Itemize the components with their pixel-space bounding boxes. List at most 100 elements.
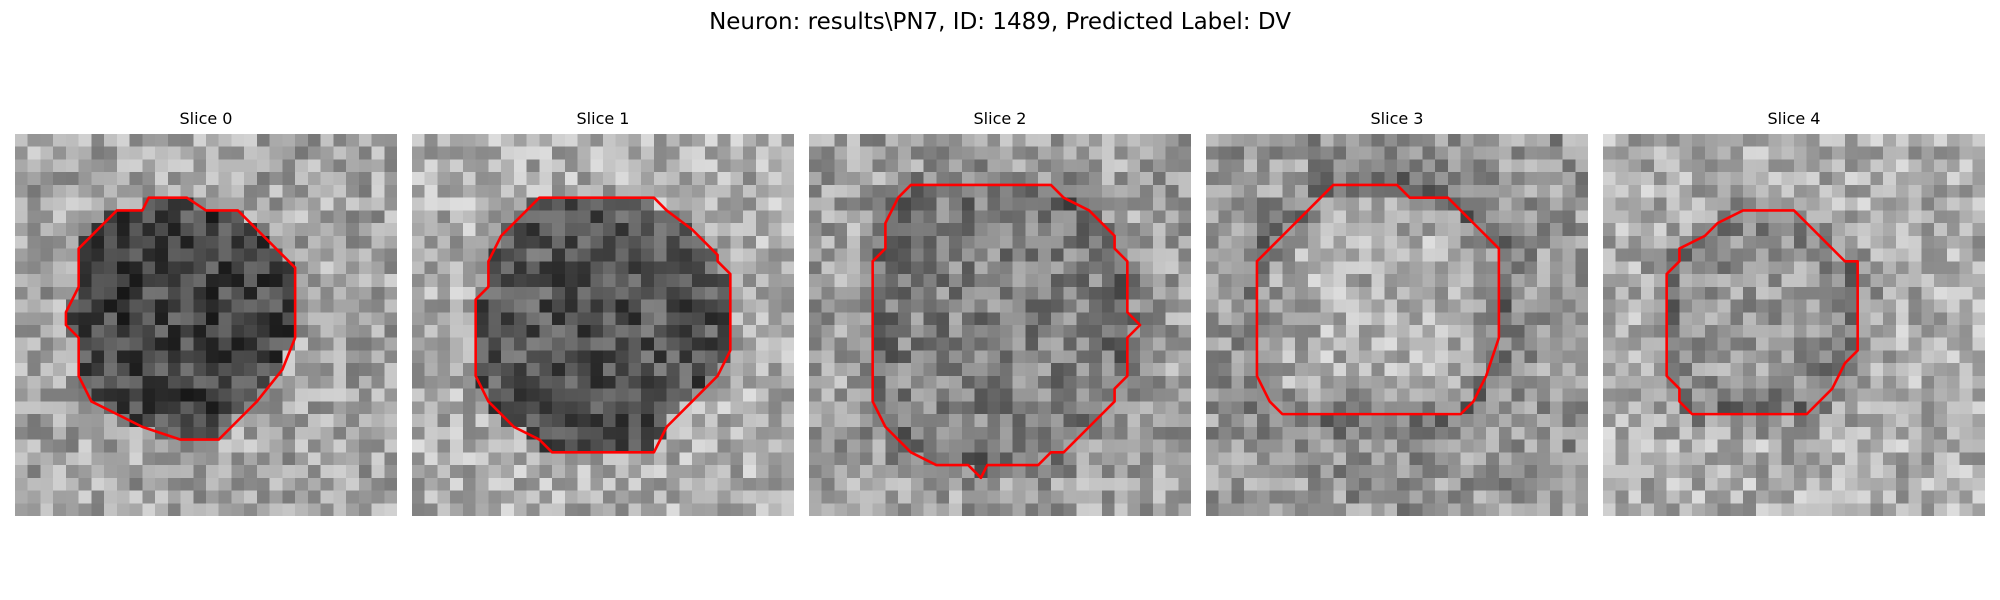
image-pixel <box>1628 299 1642 313</box>
image-pixel <box>1641 401 1655 415</box>
image-pixel <box>1038 274 1052 288</box>
image-pixel <box>526 325 540 338</box>
image-pixel <box>1422 350 1436 364</box>
image-pixel <box>1244 248 1258 262</box>
image-pixel <box>1666 439 1680 453</box>
image-pixel <box>384 134 397 147</box>
image-pixel <box>653 388 667 402</box>
image-pixel <box>1692 159 1706 173</box>
image-pixel <box>1076 325 1090 338</box>
image-pixel <box>320 286 334 300</box>
image-pixel <box>1959 274 1973 288</box>
image-pixel <box>781 477 794 491</box>
image-pixel <box>78 401 92 415</box>
image-pixel <box>129 490 143 504</box>
image-pixel <box>1794 159 1807 173</box>
image-pixel <box>1165 299 1179 313</box>
image-pixel <box>180 439 194 453</box>
image-pixel <box>142 363 156 377</box>
image-pixel <box>936 261 950 275</box>
image-pixel <box>475 325 489 338</box>
image-pixel <box>1908 197 1922 211</box>
image-pixel <box>1524 337 1538 351</box>
image-pixel <box>821 503 835 516</box>
image-pixel <box>1206 146 1219 160</box>
image-pixel <box>116 184 130 198</box>
image-pixel <box>371 261 385 275</box>
image-pixel <box>809 388 822 402</box>
image-pixel <box>1603 465 1616 479</box>
image-pixel <box>1946 363 1960 377</box>
image-pixel <box>1768 414 1782 428</box>
image-pixel <box>603 274 616 288</box>
image-pixel <box>539 388 553 402</box>
image-pixel <box>244 134 258 147</box>
image-pixel <box>936 159 950 173</box>
image-pixel <box>1178 375 1191 389</box>
image-pixel <box>1832 235 1846 249</box>
image-pixel <box>307 465 321 479</box>
image-pixel <box>1498 159 1512 173</box>
image-pixel <box>768 248 782 262</box>
image-pixel <box>1794 286 1807 300</box>
image-pixel <box>603 312 616 326</box>
image-pixel <box>1704 210 1718 224</box>
image-pixel <box>1819 452 1833 466</box>
image-pixel <box>1063 172 1077 186</box>
image-pixel <box>1524 159 1538 173</box>
image-pixel <box>320 299 334 313</box>
image-pixel <box>1460 286 1474 300</box>
image-pixel <box>501 146 515 160</box>
image-pixel <box>1333 452 1347 466</box>
image-pixel <box>333 134 347 147</box>
image-pixel <box>1768 452 1782 466</box>
image-pixel <box>1679 350 1693 364</box>
image-pixel <box>755 439 769 453</box>
image-pixel <box>743 337 757 351</box>
image-pixel <box>488 172 502 186</box>
image-pixel <box>282 426 296 440</box>
image-pixel <box>1320 197 1334 211</box>
image-pixel <box>346 223 360 237</box>
image-pixel <box>1178 490 1191 504</box>
image-pixel <box>450 388 464 402</box>
image-pixel <box>1244 210 1258 224</box>
image-pixel <box>1794 414 1807 428</box>
image-pixel <box>1320 261 1334 275</box>
image-pixel <box>552 337 566 351</box>
image-pixel <box>142 465 156 479</box>
image-pixel <box>1140 414 1154 428</box>
image-pixel <box>424 312 438 326</box>
image-pixel <box>1806 299 1820 313</box>
image-pixel <box>1679 439 1693 453</box>
image-pixel <box>78 465 92 479</box>
image-pixel <box>1628 337 1642 351</box>
image-pixel <box>1755 337 1769 351</box>
image-pixel <box>1959 299 1973 313</box>
image-pixel <box>1641 235 1655 249</box>
image-pixel <box>320 465 334 479</box>
image-pixel <box>1730 401 1744 415</box>
image-pixel <box>193 503 207 516</box>
image-pixel <box>231 312 245 326</box>
image-pixel <box>1857 465 1871 479</box>
image-pixel <box>974 223 988 237</box>
image-pixel <box>78 414 92 428</box>
image-pixel <box>1101 286 1115 300</box>
image-pixel <box>333 286 347 300</box>
image-pixel <box>1000 490 1013 504</box>
image-pixel <box>1012 452 1026 466</box>
image-pixel <box>1178 134 1191 147</box>
image-pixel <box>1575 235 1588 249</box>
image-pixel <box>898 337 912 351</box>
image-pixel <box>462 286 476 300</box>
image-pixel <box>1218 274 1232 288</box>
image-pixel <box>1946 134 1960 147</box>
image-pixel <box>1358 388 1372 402</box>
image-pixel <box>615 363 629 377</box>
image-pixel <box>218 210 232 224</box>
image-pixel <box>180 477 194 491</box>
image-pixel <box>167 350 181 364</box>
image-pixel <box>781 274 794 288</box>
image-pixel <box>1653 146 1667 160</box>
